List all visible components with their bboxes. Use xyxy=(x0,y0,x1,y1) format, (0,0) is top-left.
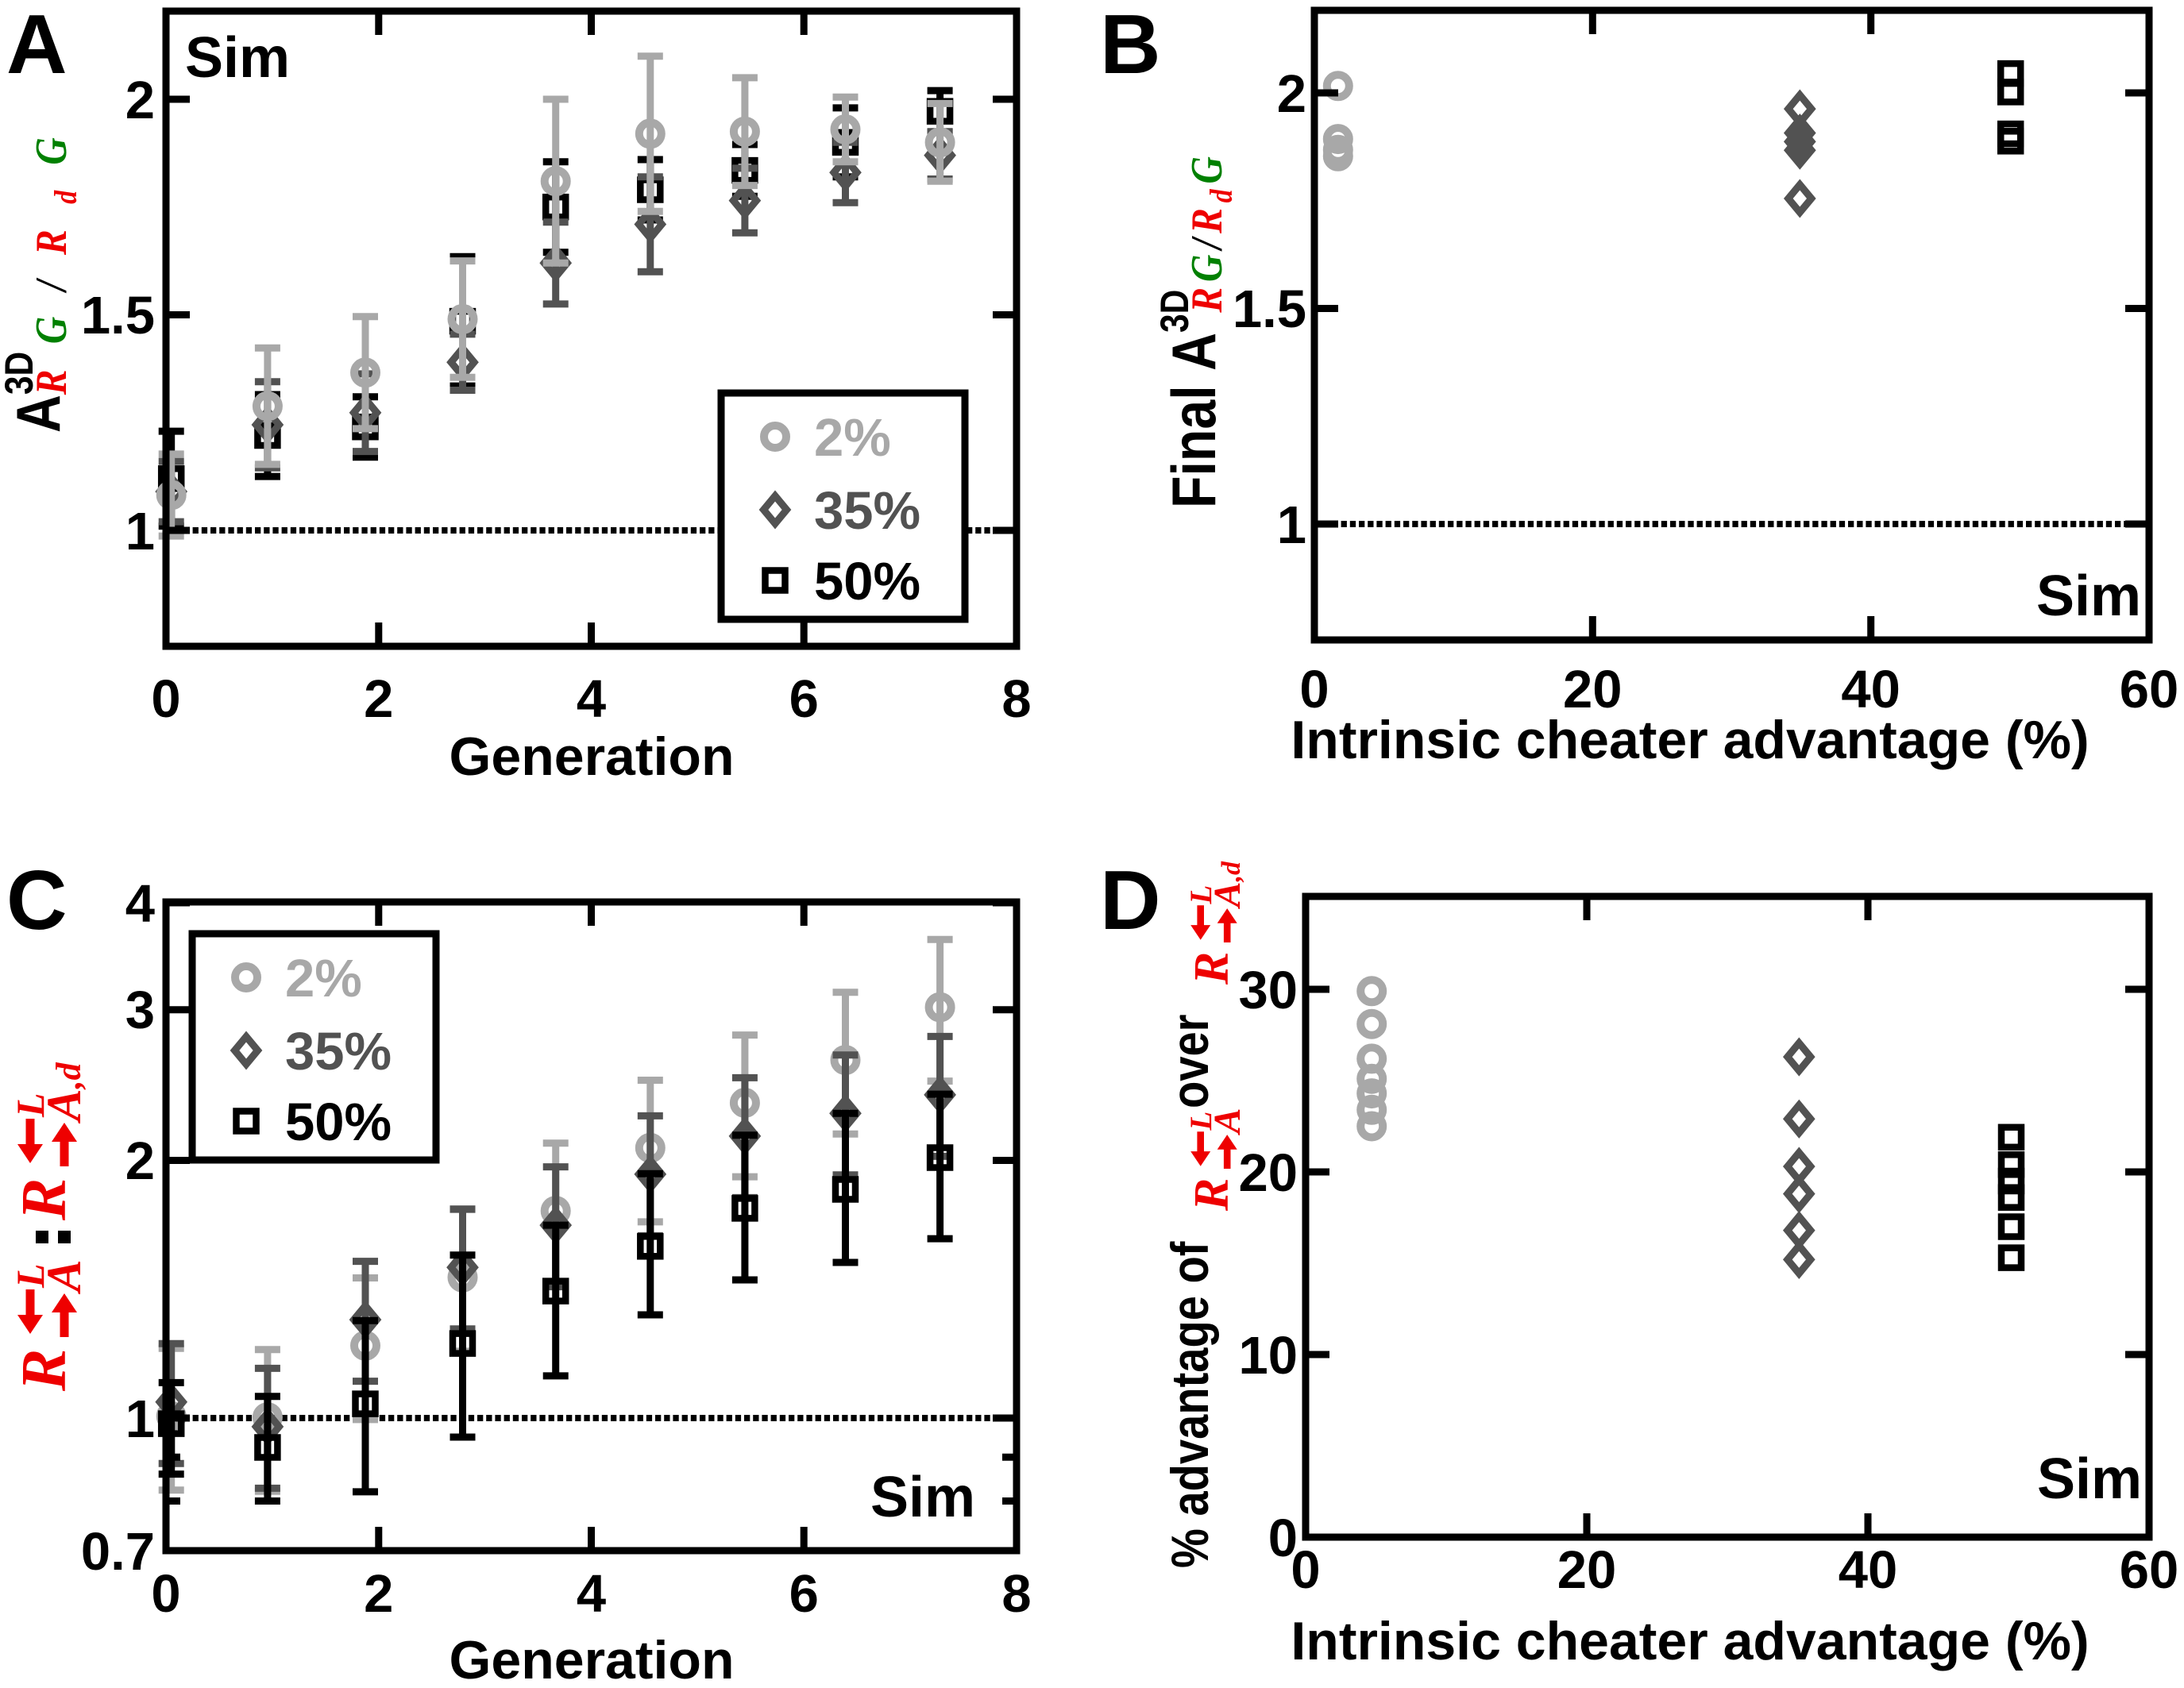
svg-text:2%: 2% xyxy=(285,949,362,1008)
svg-text:% advantage of: % advantage of xyxy=(1161,1241,1219,1568)
svg-text:Generation: Generation xyxy=(450,726,735,787)
svg-text:R: R xyxy=(1185,952,1239,985)
svg-text:10: 10 xyxy=(1238,1326,1298,1385)
svg-text:R: R xyxy=(10,1349,79,1392)
svg-text:0: 0 xyxy=(151,1564,180,1624)
svg-text:Sim: Sim xyxy=(2037,1447,2142,1511)
svg-text:Sim: Sim xyxy=(185,26,290,90)
svg-text:Intrinsic cheater advantage (%: Intrinsic cheater advantage (%) xyxy=(1291,1611,2089,1671)
svg-text:8: 8 xyxy=(1001,669,1031,729)
svg-text:1: 1 xyxy=(1277,495,1306,555)
svg-text:L: L xyxy=(8,1263,52,1289)
svg-text:4: 4 xyxy=(577,669,606,729)
svg-text:L: L xyxy=(8,1093,52,1118)
svg-text:D: D xyxy=(1100,854,1161,947)
svg-text:1.5: 1.5 xyxy=(81,286,155,345)
svg-text:4: 4 xyxy=(125,874,155,934)
svg-text:R: R xyxy=(10,1178,79,1221)
svg-text:1: 1 xyxy=(125,1389,155,1449)
svg-text:20: 20 xyxy=(1557,1540,1617,1600)
svg-text:0: 0 xyxy=(1291,1540,1320,1600)
svg-text:6: 6 xyxy=(789,669,819,729)
svg-text:50%: 50% xyxy=(285,1093,392,1152)
svg-text:Intrinsic cheater advantage (%: Intrinsic cheater advantage (%) xyxy=(1291,710,2089,770)
svg-text:A3DRG/RdG: A3DRG/RdG xyxy=(0,112,84,433)
svg-text:1.5: 1.5 xyxy=(1233,279,1306,339)
svg-text:60: 60 xyxy=(2120,1540,2179,1600)
svg-text:0.7: 0.7 xyxy=(81,1522,155,1582)
svg-text:2: 2 xyxy=(364,1564,393,1624)
svg-text:Final A3DRG/RdG: Final A3DRG/RdG xyxy=(1152,151,1240,508)
svg-text:2: 2 xyxy=(1277,64,1306,124)
svg-text:30: 30 xyxy=(1238,961,1298,1020)
svg-text:35%: 35% xyxy=(285,1022,392,1081)
svg-text:A: A xyxy=(6,0,68,91)
svg-text:2%: 2% xyxy=(814,408,891,468)
svg-text:Generation: Generation xyxy=(450,1630,735,1688)
svg-text:over: over xyxy=(1161,1014,1219,1108)
svg-text:1: 1 xyxy=(125,502,155,561)
svg-text:60: 60 xyxy=(2120,660,2179,719)
svg-text:3: 3 xyxy=(125,981,155,1040)
svg-text:L: L xyxy=(1184,885,1218,905)
svg-text:2: 2 xyxy=(125,71,155,130)
svg-text:6: 6 xyxy=(789,1564,819,1624)
svg-text:0: 0 xyxy=(1299,660,1329,719)
svg-text:Sim: Sim xyxy=(870,1466,975,1529)
svg-text:8: 8 xyxy=(1001,1564,1031,1624)
svg-text:A,d: A,d xyxy=(1206,861,1248,910)
svg-text:0: 0 xyxy=(1268,1509,1298,1568)
svg-text:C: C xyxy=(6,854,68,947)
svg-text:L: L xyxy=(1184,1112,1218,1131)
svg-text:A: A xyxy=(1206,1108,1248,1135)
svg-text:0: 0 xyxy=(151,669,180,729)
svg-text:2: 2 xyxy=(364,669,393,729)
svg-text:R: R xyxy=(1185,1178,1239,1212)
svg-text:B: B xyxy=(1100,0,1161,91)
svg-text:40: 40 xyxy=(1839,1540,1898,1600)
svg-text:50%: 50% xyxy=(814,552,920,611)
svg-text:Sim: Sim xyxy=(2036,565,2141,628)
svg-text:20: 20 xyxy=(1238,1143,1298,1203)
svg-text:35%: 35% xyxy=(814,481,920,541)
svg-text:2: 2 xyxy=(125,1131,155,1191)
svg-text:A: A xyxy=(38,1259,91,1295)
svg-text:20: 20 xyxy=(1563,660,1623,719)
svg-text:40: 40 xyxy=(1841,660,1900,719)
svg-text:4: 4 xyxy=(577,1564,606,1624)
